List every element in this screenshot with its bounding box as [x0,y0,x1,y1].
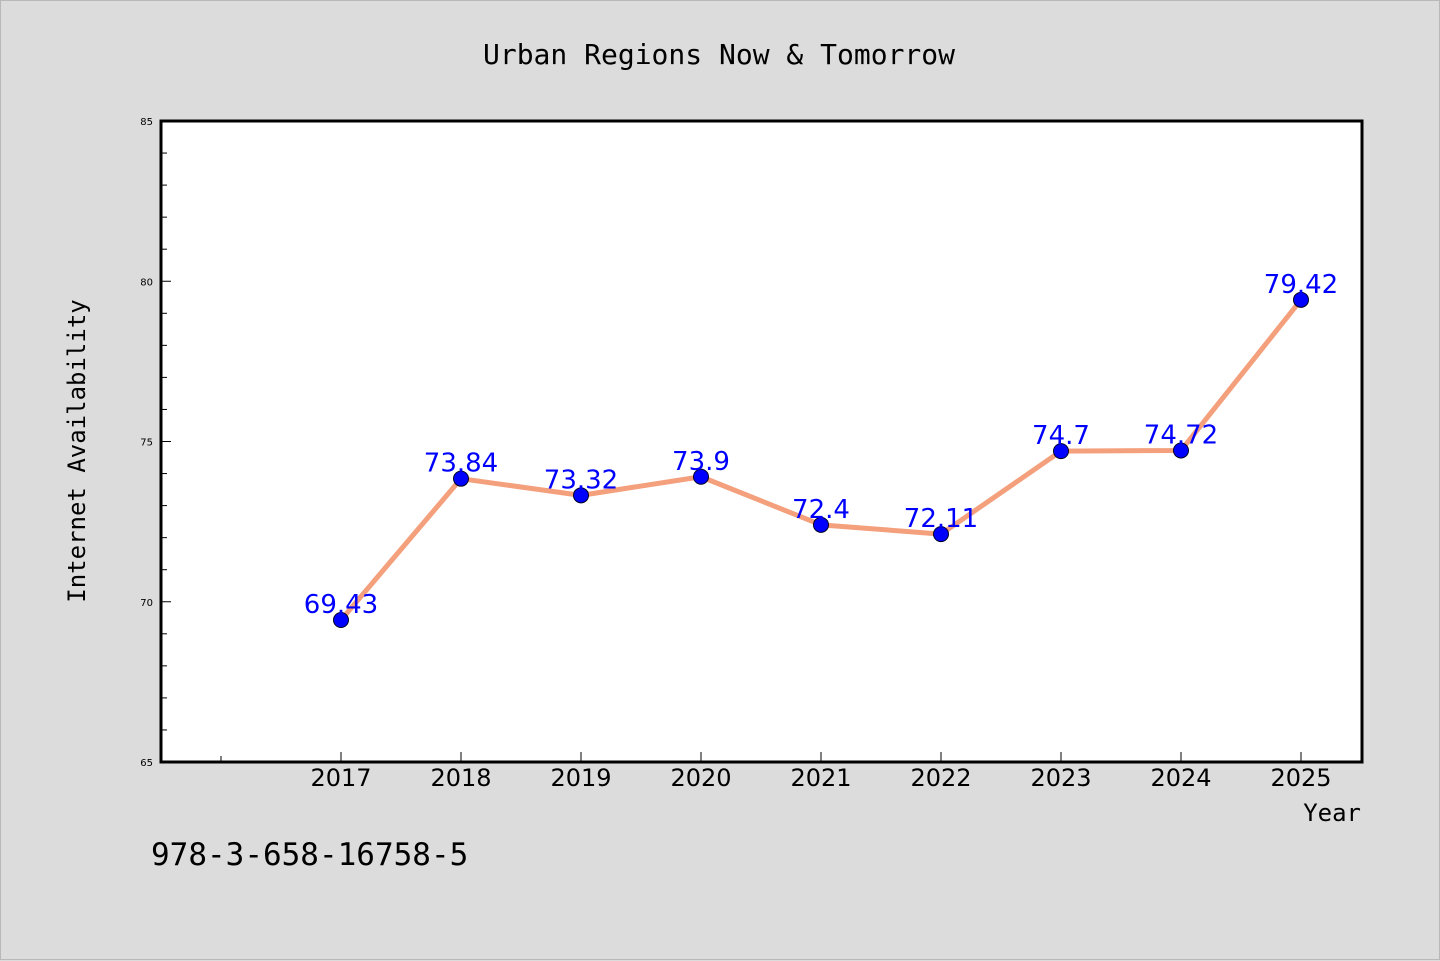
data-label: 74.7 [1032,421,1090,451]
plot-frame [159,119,1364,764]
x-tick-label: 2018 [430,764,491,792]
plot-area [161,121,1362,762]
data-label: 73.84 [424,449,498,479]
chart-title: Urban Regions Now & Tomorrow [483,38,955,71]
series-layer [333,291,1309,629]
y-tick-label: 70 [140,598,153,609]
data-point [333,612,349,629]
x-tick-label: 2020 [670,764,731,792]
y-tick-label: 80 [140,277,153,288]
caption-text: 978-3-658-16758-5 [151,837,468,873]
x-axis-label: Year [1303,799,1361,827]
data-point [453,470,469,487]
data-label: 72.4 [792,495,850,525]
data-label: 73.9 [672,447,730,477]
data-labels: 69.43 73.84 73.32 73.9 72.4 72.11 74.7 74.72 79.… [304,270,1338,620]
data-point [933,526,949,543]
data-point [693,468,709,485]
data-label: 72.11 [904,504,978,534]
data-point [573,487,589,504]
data-label: 69.43 [304,590,378,620]
x-tick-label: 2023 [1030,764,1091,792]
data-point [1173,442,1189,459]
data-point [813,516,829,533]
x-axis: 2017 2018 2019 2020 2021 2022 2023 2024 2025 [220,752,1332,792]
y-tick-label: 75 [140,438,153,449]
data-point [1053,443,1069,460]
data-point [1293,291,1309,308]
x-tick-label: 2021 [790,764,851,792]
data-label: 74.72 [1144,420,1218,450]
y-tick-label: 85 [140,117,153,128]
y-axis-label: Internet Availability [63,299,91,602]
data-label: 79.42 [1264,270,1338,300]
x-tick-label: 2024 [1150,764,1211,792]
x-tick-label: 2017 [310,764,371,792]
x-tick-label: 2019 [550,764,611,792]
x-tick-label: 2022 [910,764,971,792]
data-label: 73.32 [544,465,618,495]
x-tick-label: 2025 [1270,764,1331,792]
y-tick-label: 65 [140,758,153,769]
